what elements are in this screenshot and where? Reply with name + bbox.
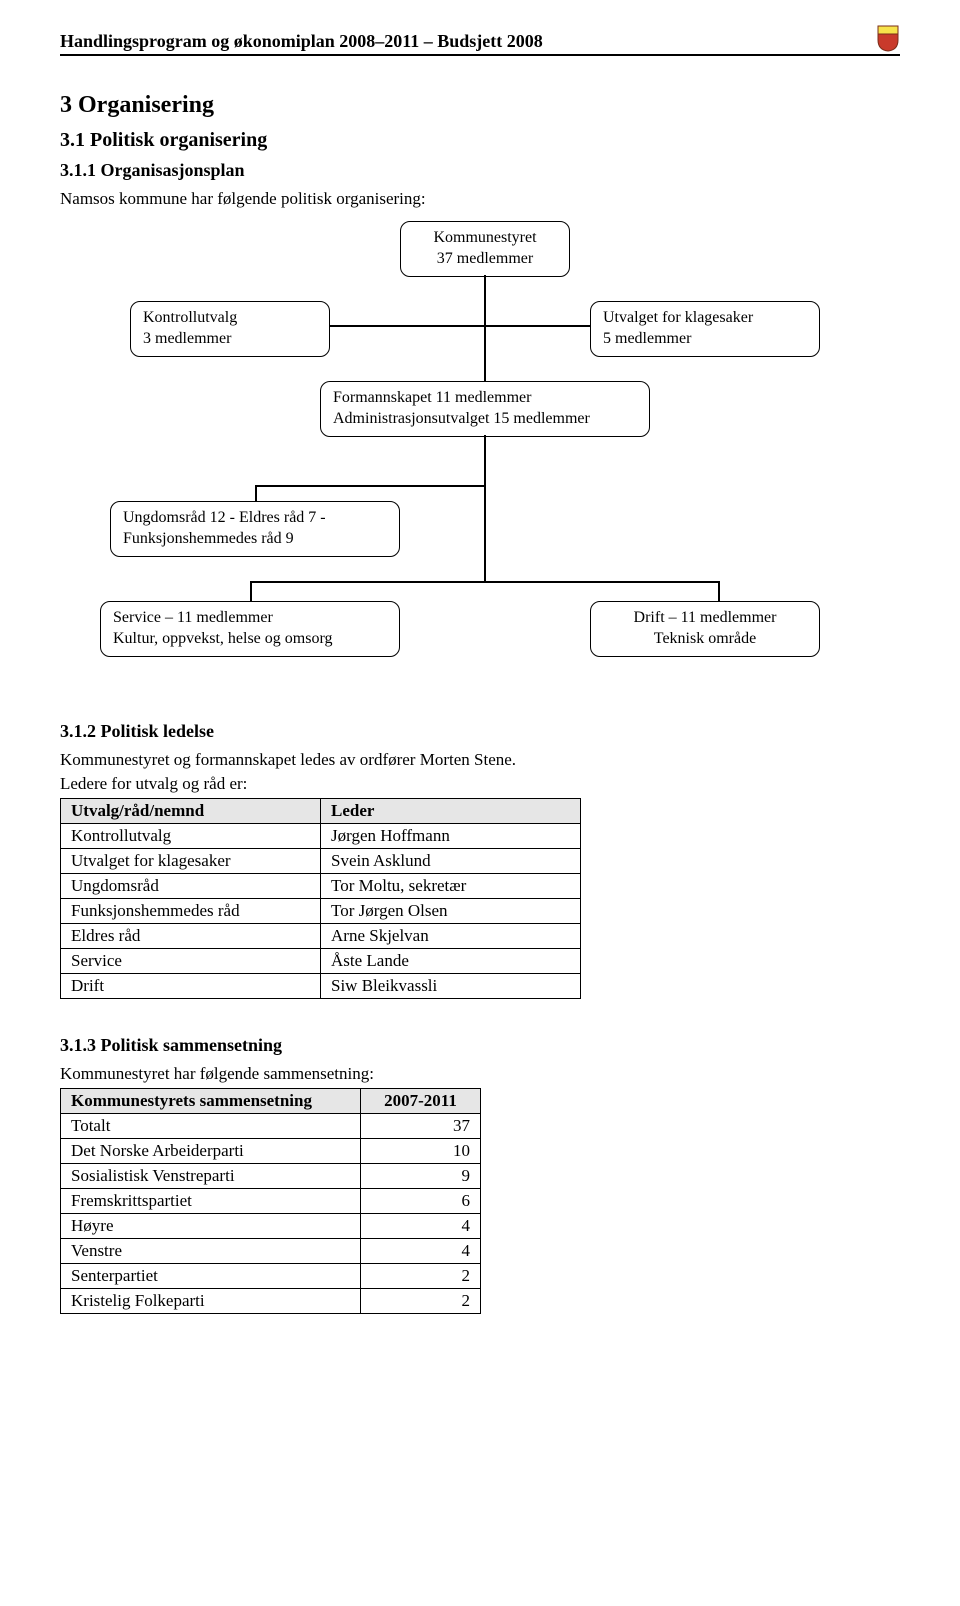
table-cell: Tor Moltu, sekretær: [321, 874, 581, 899]
table-row: KontrollutvalgJørgen Hoffmann: [61, 824, 581, 849]
table-cell: Venstre: [61, 1239, 361, 1264]
table-row: Høyre4: [61, 1214, 481, 1239]
shield-icon: [876, 24, 900, 52]
table-header-cell: Leder: [321, 799, 581, 824]
intro-text: Namsos kommune har følgende politisk org…: [60, 189, 900, 209]
table-row: Funksjonshemmedes rådTor Jørgen Olsen: [61, 899, 581, 924]
org-connector: [718, 581, 720, 601]
org-connector: [250, 581, 720, 583]
org-node-line: Administrasjonsutvalget 15 medlemmer: [333, 409, 637, 430]
org-node-kommunestyret: Kommunestyret 37 medlemmer: [400, 221, 570, 277]
table-cell: Fremskrittspartiet: [61, 1189, 361, 1214]
org-node-line: Ungdomsråd 12 - Eldres råd 7 -: [123, 508, 387, 529]
org-node-line: Teknisk område: [603, 629, 807, 650]
table-cell: Sosialistisk Venstreparti: [61, 1164, 361, 1189]
table-row: Sosialistisk Venstreparti9: [61, 1164, 481, 1189]
table-header-cell: 2007-2011: [361, 1089, 481, 1114]
org-connector: [250, 581, 252, 601]
org-node-drift: Drift – 11 medlemmer Teknisk område: [590, 601, 820, 657]
table-row: Kristelig Folkeparti2: [61, 1289, 481, 1314]
table-cell: Kristelig Folkeparti: [61, 1289, 361, 1314]
org-node-formannskapet: Formannskapet 11 medlemmer Administrasjo…: [320, 381, 650, 437]
org-node-line: Kommunestyret: [413, 228, 557, 249]
table-cell: Service: [61, 949, 321, 974]
org-node-line: Funksjonshemmedes råd 9: [123, 529, 387, 550]
table-cell: 6: [361, 1189, 481, 1214]
org-node-line: Utvalget for klagesaker: [603, 308, 807, 329]
table-cell: Ungdomsråd: [61, 874, 321, 899]
subsubsection-heading-3-1-3: 3.1.3 Politisk sammensetning: [60, 1035, 900, 1056]
org-node-klagesaker: Utvalget for klagesaker 5 medlemmer: [590, 301, 820, 357]
table-cell: 37: [361, 1114, 481, 1139]
org-node-kontrollutvalg: Kontrollutvalg 3 medlemmer: [130, 301, 330, 357]
leader-table: Utvalg/råd/nemnd Leder KontrollutvalgJør…: [60, 798, 581, 999]
table-cell: Svein Asklund: [321, 849, 581, 874]
org-node-line: 5 medlemmer: [603, 329, 807, 350]
politisk-ledelse-text-1: Kommunestyret og formannskapet ledes av …: [60, 750, 900, 770]
subsection-heading-3-1: 3.1 Politisk organisering: [60, 129, 900, 152]
table-cell: 2: [361, 1289, 481, 1314]
org-connector: [484, 327, 486, 381]
table-row: Senterpartiet2: [61, 1264, 481, 1289]
org-connector: [484, 485, 486, 581]
org-node-line: Drift – 11 medlemmer: [603, 608, 807, 629]
table-cell: Funksjonshemmedes råd: [61, 899, 321, 924]
table-cell: Det Norske Arbeiderparti: [61, 1139, 361, 1164]
table-cell: Senterpartiet: [61, 1264, 361, 1289]
table-cell: 4: [361, 1239, 481, 1264]
table-cell: Jørgen Hoffmann: [321, 824, 581, 849]
section-heading: 3 Organisering: [60, 92, 900, 119]
org-connector: [484, 435, 486, 485]
table-cell: 9: [361, 1164, 481, 1189]
table-row: UngdomsrådTor Moltu, sekretær: [61, 874, 581, 899]
table-row: Det Norske Arbeiderparti10: [61, 1139, 481, 1164]
org-connector: [255, 485, 257, 501]
org-connector: [255, 485, 486, 487]
table-cell: 2: [361, 1264, 481, 1289]
org-chart: Kommunestyret 37 medlemmer Kontrollutval…: [100, 221, 860, 681]
composition-table: Kommunestyrets sammensetning 2007-2011 T…: [60, 1088, 481, 1314]
table-cell: Tor Jørgen Olsen: [321, 899, 581, 924]
politisk-ledelse-text-2: Ledere for utvalg og råd er:: [60, 774, 900, 794]
org-node-line: Kontrollutvalg: [143, 308, 317, 329]
table-row: Utvalget for klagesakerSvein Asklund: [61, 849, 581, 874]
table-cell: Arne Skjelvan: [321, 924, 581, 949]
table-row: Totalt37: [61, 1114, 481, 1139]
page-header-title: Handlingsprogram og økonomiplan 2008–201…: [60, 31, 543, 52]
table-cell: Kontrollutvalg: [61, 824, 321, 849]
subsubsection-heading-3-1-2: 3.1.2 Politisk ledelse: [60, 721, 900, 742]
org-node-line: 37 medlemmer: [413, 249, 557, 270]
table-cell: Totalt: [61, 1114, 361, 1139]
org-node-line: Kultur, oppvekst, helse og omsorg: [113, 629, 387, 650]
org-connector: [484, 275, 486, 325]
org-node-ungdomsrad: Ungdomsråd 12 - Eldres råd 7 - Funksjons…: [110, 501, 400, 557]
table-row: DriftSiw Bleikvassli: [61, 974, 581, 999]
table-cell: Drift: [61, 974, 321, 999]
table-cell: Utvalget for klagesaker: [61, 849, 321, 874]
table-row: ServiceÅste Lande: [61, 949, 581, 974]
table-cell: Høyre: [61, 1214, 361, 1239]
table-header-cell: Kommunestyrets sammensetning: [61, 1089, 361, 1114]
table-row: Eldres rådArne Skjelvan: [61, 924, 581, 949]
table-header-cell: Utvalg/råd/nemnd: [61, 799, 321, 824]
subsubsection-heading-3-1-1: 3.1.1 Organisasjonsplan: [60, 160, 900, 181]
table-cell: 10: [361, 1139, 481, 1164]
org-node-line: 3 medlemmer: [143, 329, 317, 350]
page-header: Handlingsprogram og økonomiplan 2008–201…: [60, 24, 900, 56]
table-header-row: Utvalg/råd/nemnd Leder: [61, 799, 581, 824]
table-row: Venstre4: [61, 1239, 481, 1264]
org-node-line: Service – 11 medlemmer: [113, 608, 387, 629]
table-row: Fremskrittspartiet6: [61, 1189, 481, 1214]
politisk-sammensetning-text: Kommunestyret har følgende sammensetning…: [60, 1064, 900, 1084]
table-cell: Eldres råd: [61, 924, 321, 949]
org-node-line: Formannskapet 11 medlemmer: [333, 388, 637, 409]
table-cell: 4: [361, 1214, 481, 1239]
table-cell: Siw Bleikvassli: [321, 974, 581, 999]
table-header-row: Kommunestyrets sammensetning 2007-2011: [61, 1089, 481, 1114]
table-cell: Åste Lande: [321, 949, 581, 974]
org-node-service: Service – 11 medlemmer Kultur, oppvekst,…: [100, 601, 400, 657]
